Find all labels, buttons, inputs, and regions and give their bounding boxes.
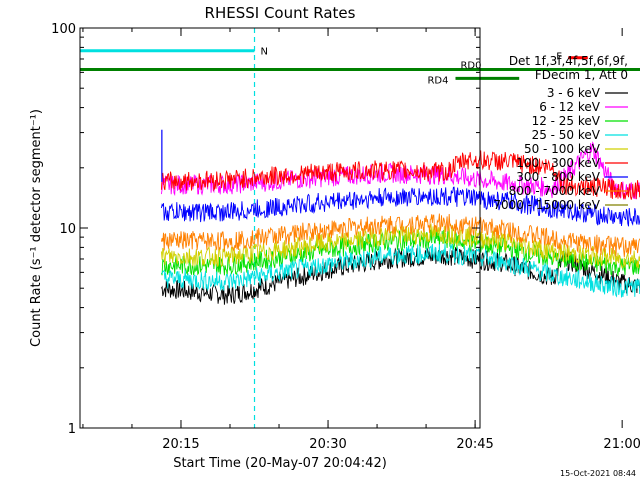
x-tick-label-1: 20:30 — [309, 437, 346, 452]
legend: Det 1f,3f,4f,5f,6f,9f,FDecim 1, Att 0 3 -… — [493, 54, 628, 212]
series-line-0 — [161, 247, 640, 305]
plot-frame — [79, 27, 481, 429]
series-line-5 — [160, 150, 640, 200]
timestamp: 15-Oct-2021 08:44 — [560, 469, 636, 478]
legend-label-8: 7000 - 15000 keV — [493, 198, 600, 212]
legend-label-6: 300 - 800 keV — [516, 170, 600, 184]
series-line-3 — [161, 243, 640, 298]
x-tick-label-3: 21:00 — [603, 437, 640, 452]
legend-label-0: 3 - 6 keV — [547, 86, 601, 100]
plot-layer: NSRD0RD4F — [80, 28, 640, 428]
legend-header-0: Det 1f,3f,4f,5f,6f,9f, — [509, 54, 628, 68]
series-line-2 — [160, 229, 640, 276]
legend-label-5: 100 - 300 keV — [516, 156, 600, 170]
state-bar-label-0: N — [261, 47, 268, 58]
state-bar-label-5: F — [556, 52, 562, 63]
legend-label-1: 6 - 12 keV — [539, 100, 601, 114]
series-line-7 — [160, 213, 640, 258]
state-bar-label-4: RD4 — [427, 75, 448, 86]
legend-label-7: 800 - 7000 keV — [509, 184, 601, 198]
series-line-4 — [160, 222, 640, 269]
x-tick-label-2: 20:45 — [456, 437, 493, 452]
legend-label-4: 50 - 100 keV — [524, 142, 601, 156]
x-tick-label-0: 20:15 — [162, 437, 199, 452]
y-tick-label-1: 10 — [59, 222, 76, 237]
y-tick-label-0: 1 — [68, 422, 76, 437]
state-bar-label-3: RD0 — [460, 61, 481, 72]
y-tick-label-2: 100 — [51, 22, 76, 37]
y-axis-label: Count Rate (s⁻¹ detector segment⁻¹) — [29, 109, 44, 347]
chart-title: RHESSI Count Rates — [205, 4, 356, 22]
legend-label-2: 12 - 25 keV — [532, 114, 601, 128]
legend-header-1: FDecim 1, Att 0 — [535, 68, 628, 82]
x-axis-label: Start Time (20-May-07 20:04:42) — [173, 456, 387, 471]
legend-label-3: 25 - 50 keV — [532, 128, 601, 142]
series-line-6 — [160, 186, 640, 227]
